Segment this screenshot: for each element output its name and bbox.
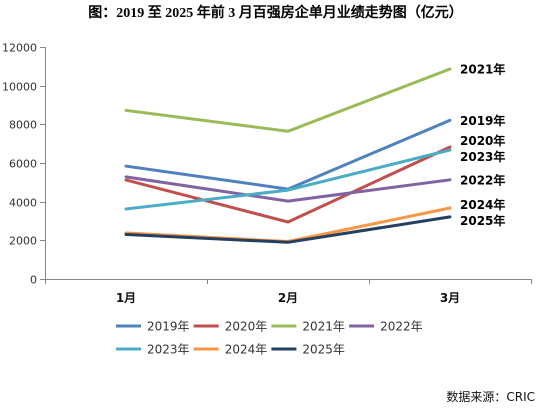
- axes: 0 2000 4000 6000 8000 10000 12000 1月 2月 3月: [2, 42, 532, 305]
- y-tick-label: 2000: [9, 235, 37, 248]
- series-line-2021: [124, 67, 452, 133]
- series-end-label: 2025年: [460, 213, 505, 228]
- y-tick-label: 4000: [9, 197, 37, 210]
- legend-label: 2022年: [380, 320, 423, 334]
- legend-item: 2025年: [271, 343, 345, 357]
- legend-item: 2021年: [271, 320, 345, 334]
- series-end-label: 2023年: [460, 149, 505, 164]
- series-line-2022: [124, 175, 452, 203]
- source-note: 数据来源：CRIC: [446, 390, 535, 404]
- y-tick-label: 0: [30, 274, 37, 287]
- legend-label: 2021年: [302, 320, 345, 334]
- series-lines: [124, 67, 452, 244]
- series-end-label: 2021年: [460, 62, 505, 77]
- legend-label: 2020年: [225, 320, 268, 334]
- series-end-label: 2020年: [460, 133, 505, 148]
- y-tick-label: 8000: [9, 119, 37, 132]
- legend-label: 2024年: [225, 343, 268, 357]
- legend-label: 2019年: [147, 320, 190, 334]
- y-tick-label: 10000: [2, 81, 37, 94]
- x-tick-label: 2月: [278, 291, 298, 305]
- x-tick-label: 1月: [116, 291, 136, 305]
- chart-title: 图：2019 至 2025 年前 3 月百强房企单月业绩走势图（亿元）: [88, 6, 463, 21]
- legend-label: 2023年: [147, 343, 190, 357]
- legend-item: 2019年: [116, 320, 190, 334]
- legend-item: 2023年: [116, 343, 190, 357]
- legend: 2019年 2020年 2021年 2022年 2023年 2024年 2025年: [116, 320, 423, 357]
- y-tick-label: 12000: [2, 42, 37, 55]
- series-end-label: 2019年: [460, 113, 505, 128]
- series-end-label: 2024年: [460, 197, 505, 212]
- y-tick-label: 6000: [9, 158, 37, 171]
- legend-item: 2024年: [193, 343, 268, 357]
- series-end-label: 2022年: [460, 172, 505, 187]
- legend-item: 2020年: [193, 320, 268, 334]
- series-line-2023: [124, 148, 452, 211]
- series-line-2025: [124, 215, 452, 244]
- x-tick-label: 3月: [440, 291, 460, 305]
- legend-label: 2025年: [302, 343, 345, 357]
- series-line-2020: [124, 145, 452, 224]
- legend-item: 2022年: [349, 320, 423, 334]
